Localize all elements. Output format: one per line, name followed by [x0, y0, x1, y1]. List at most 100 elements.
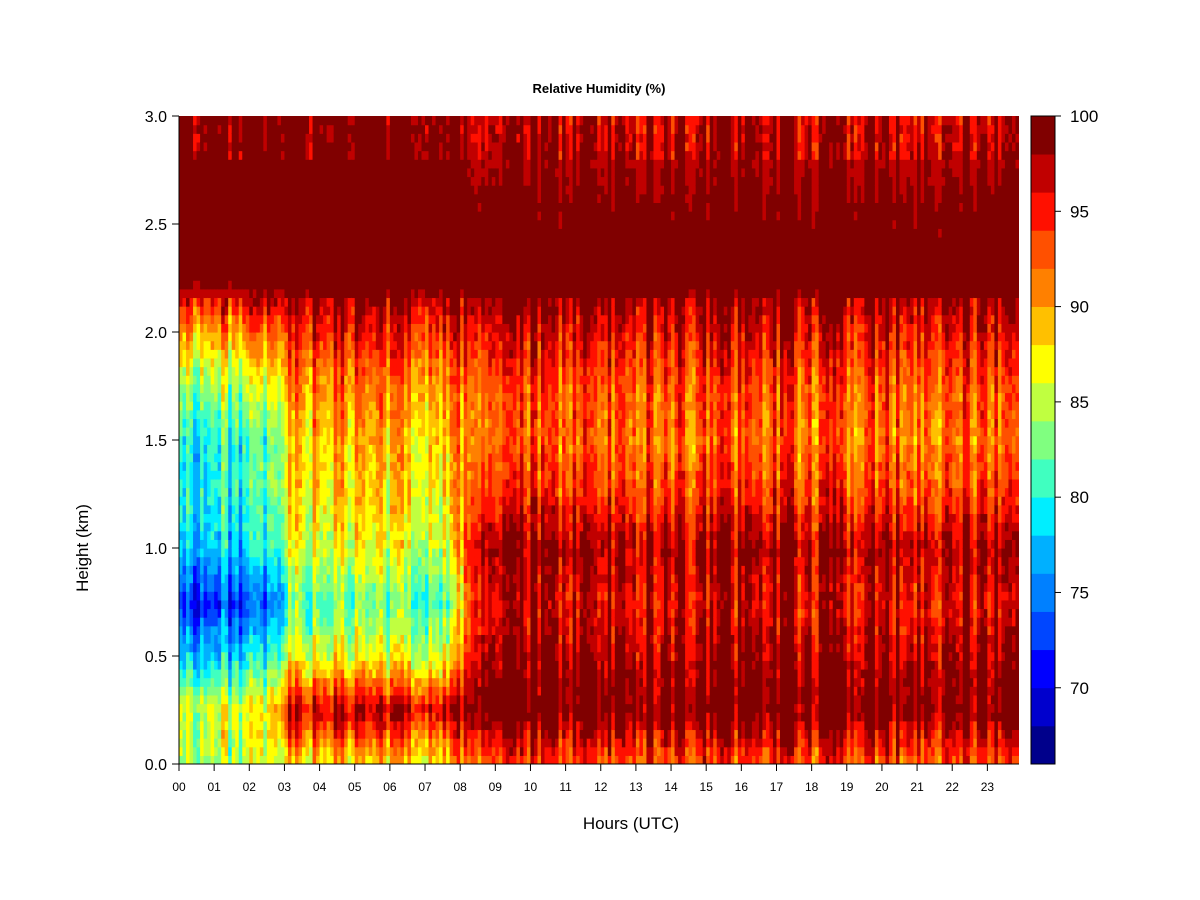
heatmap-cell — [358, 573, 363, 584]
heatmap-cell — [182, 323, 187, 333]
heatmap-cell — [214, 487, 219, 497]
heatmap-cell — [351, 211, 356, 221]
heatmap-cell — [337, 297, 342, 307]
heatmap-cell — [179, 211, 184, 221]
heatmap-cell — [305, 392, 310, 402]
heatmap-cell — [291, 193, 296, 203]
heatmap-cell — [330, 504, 335, 515]
heatmap-cell — [393, 444, 398, 454]
heatmap-cell — [221, 427, 226, 437]
heatmap-cell — [284, 271, 289, 281]
heatmap-cell — [224, 202, 229, 212]
heatmap-cell — [354, 176, 359, 186]
heatmap-cell — [294, 418, 300, 428]
heatmap-cell — [410, 539, 416, 549]
heatmap-cell — [217, 332, 222, 342]
heatmap-cell — [354, 755, 359, 764]
heatmap-cell — [189, 513, 194, 523]
heatmap-cell — [221, 133, 226, 143]
heatmap-cell — [403, 357, 409, 368]
heatmap-cell — [347, 306, 352, 316]
heatmap-cell — [280, 245, 286, 255]
heatmap-cell — [242, 548, 247, 558]
heatmap-cell — [182, 487, 187, 497]
heatmap-cell — [245, 401, 250, 411]
heatmap-cell — [266, 617, 271, 627]
heatmap-cell — [382, 124, 387, 134]
heatmap-cell — [179, 686, 184, 696]
heatmap-cell — [259, 392, 264, 402]
heatmap-cell — [291, 435, 296, 445]
heatmap-cell — [249, 323, 254, 333]
heatmap-cell — [319, 245, 324, 255]
heatmap-cell — [347, 539, 352, 549]
heatmap-cell — [207, 124, 212, 134]
heatmap-cell — [347, 332, 352, 342]
heatmap-cell — [396, 357, 402, 368]
heatmap-cell — [273, 496, 279, 506]
heatmap-cell — [340, 435, 345, 445]
heatmap-cell — [196, 738, 201, 748]
heatmap-cell — [193, 677, 198, 687]
heatmap-cell — [375, 720, 380, 731]
heatmap-cell — [210, 755, 215, 764]
heatmap-cell — [207, 677, 212, 687]
heatmap-cell — [189, 375, 194, 385]
heatmap-cell — [273, 193, 279, 203]
heatmap-cell — [189, 599, 194, 610]
heatmap-cell — [273, 228, 279, 238]
heatmap-cell — [228, 418, 233, 428]
heatmap-cell — [410, 504, 416, 515]
heatmap-cell — [193, 116, 198, 126]
heatmap-cell — [344, 202, 349, 212]
heatmap-cell — [326, 608, 331, 618]
heatmap-cell — [351, 375, 356, 385]
heatmap-cell — [277, 340, 282, 350]
heatmap-cell — [302, 582, 307, 592]
heatmap-cell — [305, 435, 310, 445]
heatmap-cell — [277, 712, 282, 722]
heatmap-cell — [182, 565, 187, 575]
heatmap-cell — [386, 176, 391, 186]
heatmap-cell — [386, 703, 391, 713]
heatmap-cell — [291, 288, 296, 299]
heatmap-cell — [400, 133, 405, 143]
heatmap-cell — [298, 219, 303, 229]
heatmap-cell — [231, 262, 236, 273]
heatmap-cell — [277, 236, 282, 247]
heatmap-cell — [231, 660, 236, 670]
heatmap-cell — [224, 556, 229, 566]
heatmap-cell — [410, 660, 416, 670]
heatmap-cell — [344, 193, 349, 203]
heatmap-cell — [379, 254, 384, 264]
heatmap-cell — [305, 185, 310, 195]
heatmap-cell — [379, 219, 384, 229]
heatmap-cell — [217, 323, 222, 333]
heatmap-cell — [298, 271, 303, 281]
heatmap-cell — [347, 703, 352, 713]
heatmap-cell — [214, 167, 219, 178]
heatmap-cell — [312, 746, 317, 756]
heatmap-cell — [309, 703, 314, 713]
heatmap-cell — [326, 116, 331, 126]
heatmap-cell — [252, 332, 257, 342]
heatmap-cell — [182, 193, 187, 203]
heatmap-cell — [266, 452, 271, 463]
heatmap-cell — [361, 565, 366, 575]
heatmap-cell — [382, 150, 387, 160]
heatmap-cell — [365, 530, 370, 540]
heatmap-cell — [273, 357, 279, 368]
heatmap-cell — [298, 418, 303, 428]
heatmap-cell — [396, 228, 402, 238]
heatmap-cell — [224, 504, 229, 515]
heatmap-cell — [235, 427, 240, 437]
heatmap-cell — [330, 236, 335, 247]
heatmap-cell — [196, 427, 201, 437]
heatmap-cell — [400, 401, 405, 411]
heatmap-cell — [344, 262, 349, 273]
heatmap-cell — [302, 236, 307, 247]
heatmap-cell — [340, 262, 345, 273]
heatmap-cell — [189, 444, 194, 454]
heatmap-cell — [330, 625, 335, 635]
heatmap-cell — [344, 349, 349, 359]
